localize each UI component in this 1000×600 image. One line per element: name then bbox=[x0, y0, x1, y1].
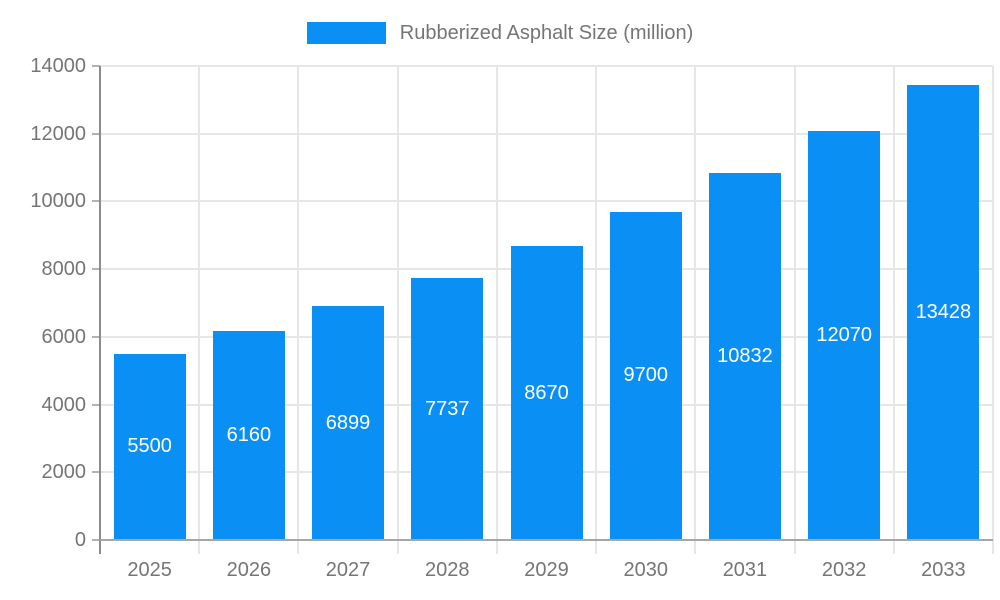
y-axis-tick bbox=[92, 200, 100, 203]
y-axis-tick bbox=[92, 471, 100, 474]
bar-value-label: 6899 bbox=[325, 411, 371, 434]
x-gridline bbox=[793, 66, 796, 554]
x-gridline bbox=[396, 66, 399, 554]
bar-2031: 10832 bbox=[708, 173, 781, 540]
y-axis-tick-label: 12000 bbox=[30, 122, 86, 145]
y-gridline bbox=[100, 200, 993, 203]
x-axis-tick-label: 2033 bbox=[921, 559, 966, 581]
y-axis-tick bbox=[92, 132, 100, 135]
y-axis-line bbox=[99, 66, 101, 554]
x-axis-tick-label: 2032 bbox=[821, 559, 867, 581]
bar-2032: 12070 bbox=[808, 131, 881, 540]
bar-value-label: 6160 bbox=[226, 424, 272, 447]
y-axis-tick-label: 14000 bbox=[30, 55, 86, 77]
bar-2028: 7737 bbox=[411, 278, 484, 540]
bar-value-label: 5500 bbox=[127, 435, 172, 458]
y-axis-tick bbox=[92, 403, 100, 406]
y-axis-tick bbox=[92, 335, 100, 338]
bar-2026: 6160 bbox=[212, 331, 285, 540]
bar-2030: 9700 bbox=[609, 211, 682, 540]
y-axis-tick-label: 2000 bbox=[41, 461, 87, 484]
bar-value-label: 9700 bbox=[623, 364, 668, 387]
x-gridline bbox=[892, 66, 895, 554]
y-gridline bbox=[100, 65, 993, 67]
bar-2029: 8670 bbox=[510, 246, 583, 540]
bar-value-label: 12070 bbox=[816, 324, 872, 347]
y-axis-tick bbox=[92, 268, 100, 271]
plot-area: 0 2000 4000 6000 8000 10000 12000 14000 5500 2025… bbox=[30, 55, 994, 581]
y-axis-tick-label: 8000 bbox=[41, 258, 87, 281]
y-axis-tick-label: 6000 bbox=[41, 325, 87, 348]
y-axis-tick-label: 4000 bbox=[41, 393, 87, 416]
bar-2027: 6899 bbox=[312, 306, 385, 540]
x-gridline bbox=[992, 66, 994, 554]
x-axis-tick-label: 2031 bbox=[722, 559, 768, 581]
bar-value-label: 10832 bbox=[717, 345, 773, 368]
x-axis-line bbox=[100, 539, 993, 541]
y-axis-tick-label: 10000 bbox=[30, 190, 86, 213]
y-axis-tick bbox=[92, 65, 100, 67]
legend-swatch[interactable] bbox=[306, 22, 386, 44]
y-gridline bbox=[100, 132, 993, 135]
x-gridline bbox=[198, 66, 201, 554]
x-gridline bbox=[297, 66, 300, 554]
x-axis-tick-label: 2026 bbox=[226, 559, 272, 581]
x-gridline bbox=[694, 66, 697, 554]
x-axis-tick-label: 2030 bbox=[623, 559, 668, 581]
bar-value-label: 8670 bbox=[524, 381, 569, 404]
x-axis-tick-label: 2028 bbox=[425, 559, 470, 581]
x-axis-tick-label: 2029 bbox=[524, 559, 569, 581]
x-axis-tick-label: 2025 bbox=[127, 559, 172, 581]
legend-label: Rubberized Asphalt Size (million) bbox=[399, 21, 694, 44]
bar-2025: 5500 bbox=[113, 353, 186, 540]
x-gridline bbox=[595, 66, 598, 554]
y-axis-tick bbox=[92, 539, 100, 541]
bar-value-label: 13428 bbox=[915, 301, 972, 324]
bar-2033: 13428 bbox=[907, 85, 980, 540]
y-axis-tick-label: 0 bbox=[74, 529, 86, 551]
legend[interactable]: Rubberized Asphalt Size (million) bbox=[0, 20, 1000, 46]
x-gridline bbox=[495, 66, 498, 554]
bar-value-label: 7737 bbox=[425, 397, 470, 420]
x-axis-tick-label: 2027 bbox=[325, 559, 371, 581]
